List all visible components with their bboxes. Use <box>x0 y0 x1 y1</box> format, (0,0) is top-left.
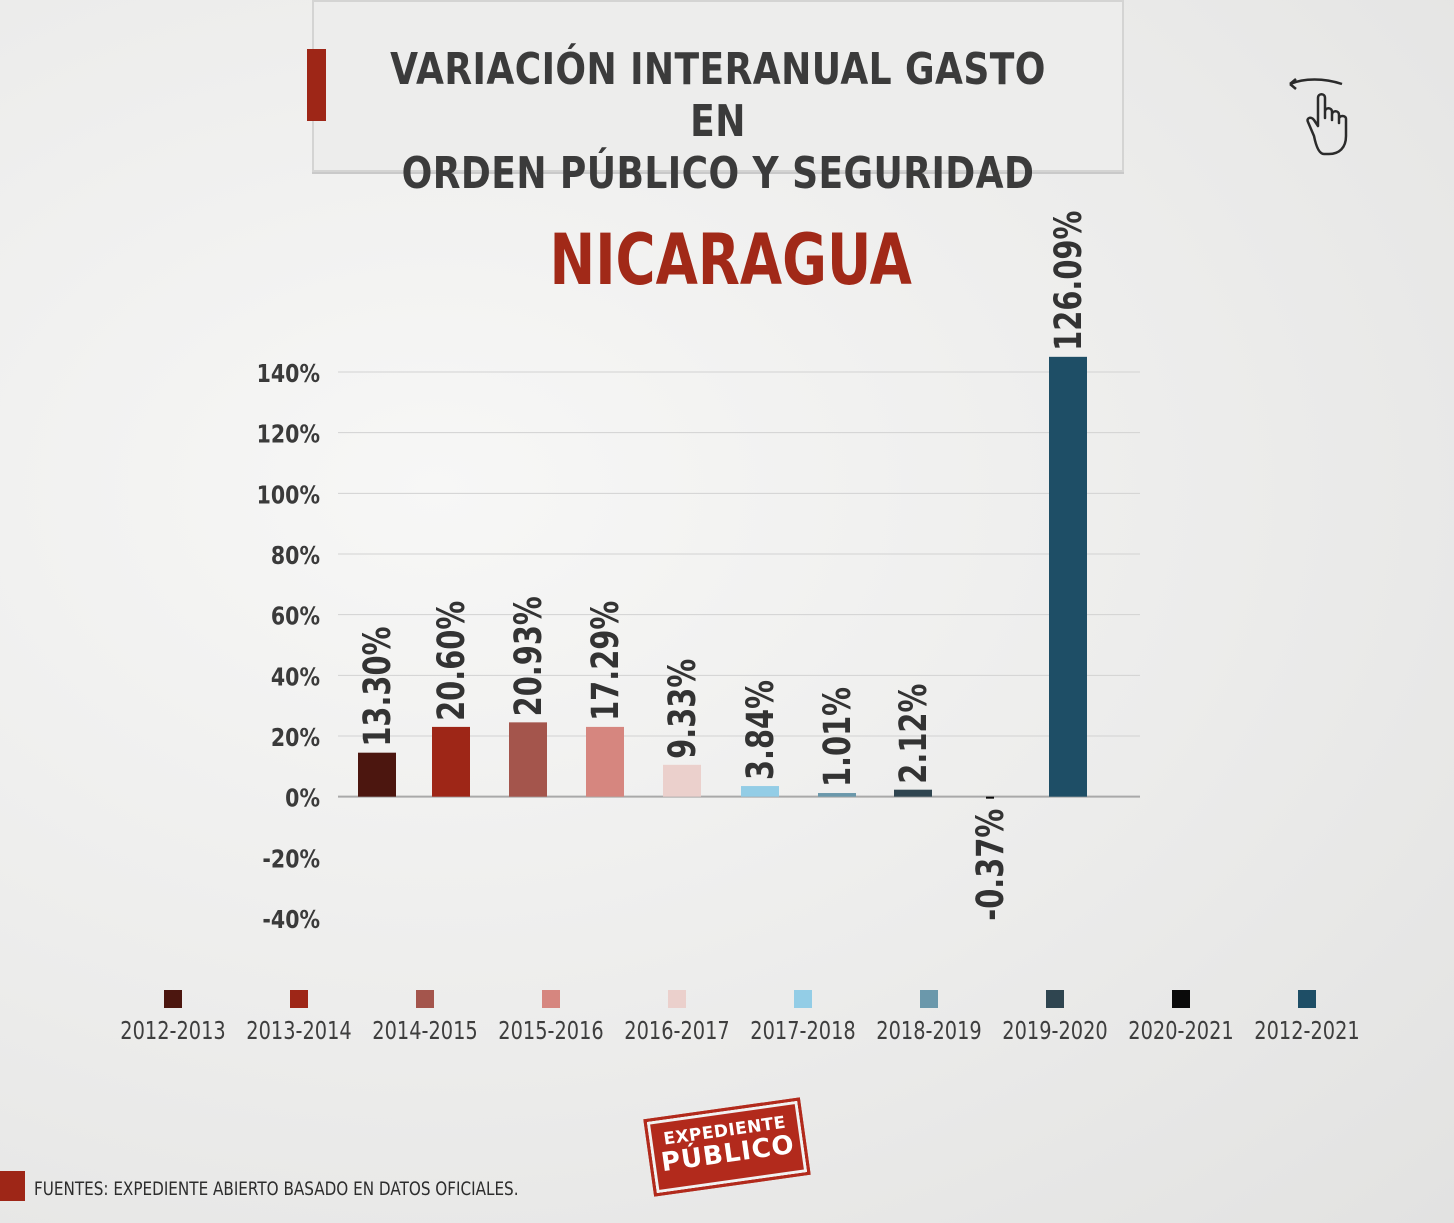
data-label-2020-2021: -0.37% <box>968 809 1011 921</box>
legend-swatch <box>1298 990 1316 1008</box>
legend-item: 2014-2015 <box>362 990 488 1045</box>
title-line-2: ORDEN PÚBLICO Y SEGURIDAD <box>401 148 1035 199</box>
legend-label: 2019-2020 <box>1002 1016 1108 1045</box>
legend-swatch <box>920 990 938 1008</box>
y-tick-label: 140% <box>257 360 320 388</box>
bar-2016-2017 <box>663 764 701 797</box>
legend-label: 2015-2016 <box>498 1016 604 1045</box>
legend-item: 2015-2016 <box>488 990 614 1045</box>
legend-swatch <box>1172 990 1190 1008</box>
title-line-1: VARIACIÓN INTERANUAL GASTO EN <box>390 44 1046 147</box>
legend: 2012-2013 2013-2014 2014-2015 2015-2016 2016… <box>110 990 1370 1045</box>
bar-2012-2021 <box>1049 356 1087 797</box>
legend-label: 2012-2021 <box>1254 1016 1360 1045</box>
legend-label: 2016-2017 <box>624 1016 730 1045</box>
legend-swatch <box>668 990 686 1008</box>
bar-2018-2019 <box>818 793 856 797</box>
legend-label: 2012-2013 <box>120 1016 226 1045</box>
data-label-2012-2021: 126.09% <box>1046 211 1089 351</box>
y-tick-label: 40% <box>271 663 320 691</box>
y-tick-label: 20% <box>271 724 320 752</box>
y-tick-label: -20% <box>262 845 320 873</box>
y-tick-label: 60% <box>271 603 320 631</box>
legend-item: 2020-2021 <box>1118 990 1244 1045</box>
legend-item: 2013-2014 <box>236 990 362 1045</box>
data-label-2018-2019: 1.01% <box>815 687 858 787</box>
data-label-2017-2018: 3.84% <box>738 680 781 780</box>
y-tick-label: 80% <box>271 542 320 570</box>
legend-swatch <box>164 990 182 1008</box>
y-tick-label: 0% <box>285 785 320 813</box>
source-accent-bar <box>0 1171 25 1201</box>
y-tick-label: 120% <box>257 421 320 449</box>
source-note: FUENTES: EXPEDIENTE ABIERTO BASADO EN DA… <box>34 1178 519 1200</box>
y-tick-label: 100% <box>257 481 320 509</box>
legend-swatch <box>1046 990 1064 1008</box>
legend-item: 2019-2020 <box>992 990 1118 1045</box>
legend-swatch <box>416 990 434 1008</box>
legend-label: 2017-2018 <box>750 1016 856 1045</box>
bar-2020-2021 <box>986 796 994 799</box>
legend-item: 2018-2019 <box>866 990 992 1045</box>
title-box <box>312 0 1124 172</box>
swipe-hand-icon <box>1289 78 1348 156</box>
bar-2015-2016 <box>586 726 624 797</box>
legend-item: 2012-2021 <box>1244 990 1370 1045</box>
bar-2012-2013 <box>358 752 396 797</box>
legend-item: 2017-2018 <box>740 990 866 1045</box>
legend-label: 2013-2014 <box>246 1016 352 1045</box>
legend-item: 2016-2017 <box>614 990 740 1045</box>
bar-2014-2015 <box>509 722 547 797</box>
legend-item: 2012-2013 <box>110 990 236 1045</box>
title-accent-bar <box>307 49 326 121</box>
chart-title: VARIACIÓN INTERANUAL GASTO EN ORDEN PÚBL… <box>385 44 1051 200</box>
bar-2013-2014 <box>432 726 470 797</box>
legend-label: 2020-2021 <box>1128 1016 1234 1045</box>
bar-2019-2020 <box>894 789 932 797</box>
data-label-2016-2017: 9.33% <box>660 659 703 759</box>
data-label-2015-2016: 17.29% <box>583 601 626 721</box>
y-tick-label: -40% <box>262 906 320 934</box>
country-subtitle: NICARAGUA <box>549 219 912 301</box>
legend-swatch <box>290 990 308 1008</box>
data-label-2019-2020: 2.12% <box>891 684 934 784</box>
legend-label: 2014-2015 <box>372 1016 478 1045</box>
data-label-2013-2014: 20.60% <box>429 601 472 721</box>
data-label-2014-2015: 20.93% <box>506 596 549 716</box>
bar-2017-2018 <box>741 786 779 797</box>
legend-swatch <box>794 990 812 1008</box>
legend-swatch <box>542 990 560 1008</box>
data-label-2012-2013: 13.30% <box>355 627 398 747</box>
legend-label: 2018-2019 <box>876 1016 982 1045</box>
